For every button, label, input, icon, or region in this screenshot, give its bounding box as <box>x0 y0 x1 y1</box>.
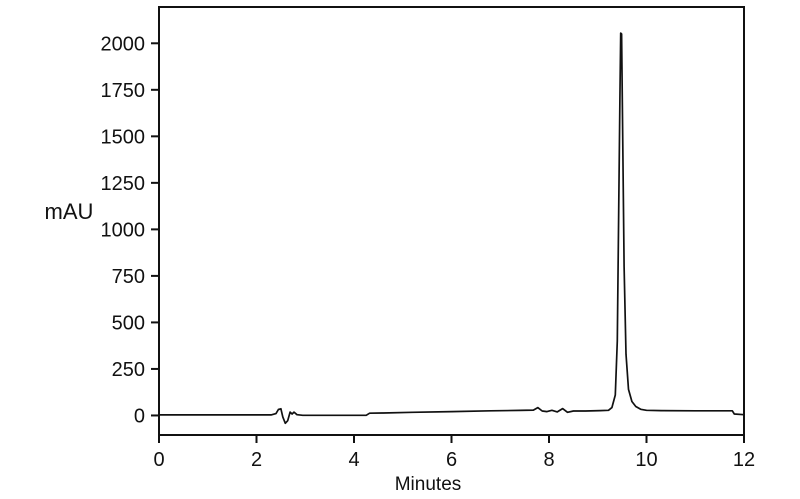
plot-frame <box>158 6 745 436</box>
y-axis-tick-label: 250 <box>112 359 145 381</box>
x-axis-tick-label: 12 <box>733 449 755 471</box>
y-axis-title: mAU <box>44 199 94 224</box>
y-axis-tick-label: 0 <box>134 405 145 427</box>
y-axis-tick-label: 1250 <box>101 173 146 195</box>
y-axis-tick-label: 750 <box>112 266 145 288</box>
x-axis-tick-label: 8 <box>543 449 554 471</box>
y-axis-tick-label: 1000 <box>101 219 146 241</box>
x-axis-tick-label: 0 <box>153 449 164 471</box>
y-axis-tick-label: 1500 <box>101 126 146 148</box>
x-axis-tick-label: 10 <box>635 449 657 471</box>
x-axis-tick-label: 2 <box>251 449 262 471</box>
y-axis-tick-label: 2000 <box>101 33 146 55</box>
x-axis-tick-label: 6 <box>446 449 457 471</box>
chromatogram-trace <box>158 32 745 425</box>
y-axis-tick-label: 1750 <box>101 80 146 102</box>
x-axis-tick-label: 4 <box>348 449 359 471</box>
x-axis-title: Minutes <box>394 474 462 495</box>
y-axis-tick-label: 500 <box>112 312 145 334</box>
